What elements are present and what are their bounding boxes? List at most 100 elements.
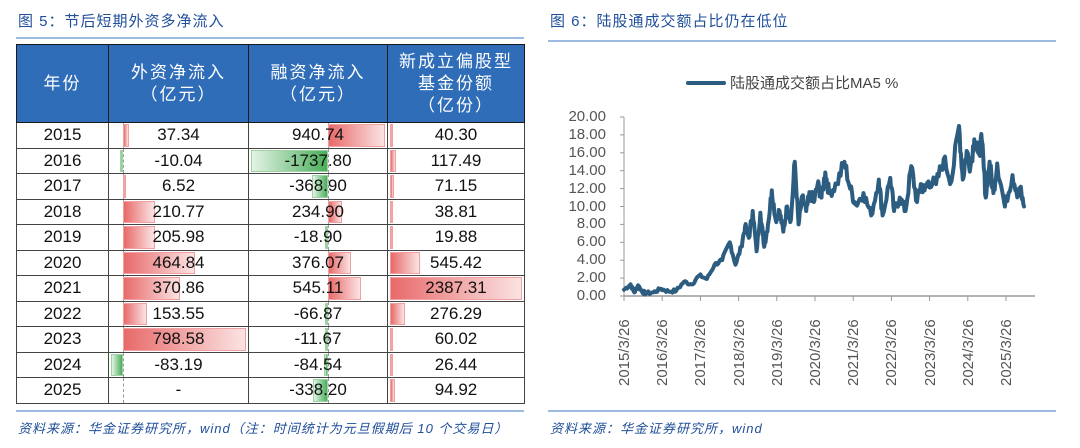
header-foreign-inflow: 外资净流入 （亿元） xyxy=(108,44,249,123)
y-tick-label: 18.00 xyxy=(568,125,606,143)
positive-data-bar xyxy=(390,379,396,402)
figure-6-title: 图 6：陆股通成交额占比仍在低位 xyxy=(550,13,789,30)
positive-data-bar xyxy=(390,353,393,376)
table-header-row: 年份 外资净流入 （亿元） 融资净流入 （亿元） 新成立偏股型 基金份额 （亿份… xyxy=(16,44,525,123)
table-row: 2020 464.84 376.07 545.42 xyxy=(16,249,525,276)
cell-year: 2024 xyxy=(16,351,109,378)
cell-year: 2022 xyxy=(16,300,109,327)
y-tick-label: 6.00 xyxy=(576,233,606,251)
cell-foreign: 205.98 xyxy=(108,224,249,251)
cell-foreign: 210.77 xyxy=(108,198,249,225)
positive-data-bar xyxy=(123,302,147,325)
cell-fund: 94.92 xyxy=(387,377,525,404)
positive-data-bar xyxy=(390,251,421,274)
table-row: 2019 205.98 -18.90 19.88 xyxy=(16,224,525,251)
bar-axis xyxy=(123,148,124,173)
cell-margin: -18.90 xyxy=(248,224,388,251)
x-tick-label: 2020/3/26 xyxy=(807,319,824,386)
cell-margin: 376.07 xyxy=(248,249,388,276)
cell-fund: 276.29 xyxy=(387,300,525,327)
cell-fund: 117.49 xyxy=(387,147,525,174)
cell-foreign: -83.19 xyxy=(108,351,249,378)
positive-data-bar xyxy=(328,277,362,300)
y-tick-label: 10.00 xyxy=(568,197,606,215)
chart-axes xyxy=(620,116,1035,301)
positive-data-bar xyxy=(328,124,385,147)
positive-data-bar xyxy=(123,251,195,274)
cell-fund: 545.42 xyxy=(387,249,525,276)
negative-data-bar xyxy=(120,149,123,172)
positive-data-bar xyxy=(390,328,394,351)
cell-margin: 545.11 xyxy=(248,275,388,302)
source-note-left: 资料来源：华金证券研究所，wind（注：时间统计为元旦假期后 10 个交易日） xyxy=(18,421,509,436)
x-tick-label: 2019/3/26 xyxy=(768,319,786,386)
table-row: 2017 6.52 -368.90 71.15 xyxy=(16,173,525,200)
x-tick-label: 2021/3/26 xyxy=(845,319,863,386)
bar-axis xyxy=(328,352,329,377)
data-table: 年份 外资净流入 （亿元） 融资净流入 （亿元） 新成立偏股型 基金份额 （亿份… xyxy=(16,44,525,404)
cell-foreign: -10.04 xyxy=(108,147,249,174)
cell-fund: 71.15 xyxy=(387,173,525,200)
y-tick-label: 20.00 xyxy=(568,108,606,125)
negative-data-bar xyxy=(325,328,328,351)
title-divider-right xyxy=(548,40,1056,42)
cell-foreign: 464.84 xyxy=(108,249,249,276)
bar-axis xyxy=(123,352,124,377)
cell-fund: 19.88 xyxy=(387,224,525,251)
cell-foreign: - xyxy=(108,377,249,404)
x-tick-label: 2015/3/26 xyxy=(616,319,633,386)
positive-data-bar xyxy=(390,277,522,300)
positive-data-bar xyxy=(390,200,393,223)
cell-fund: 38.81 xyxy=(387,198,525,225)
cell-year: 2016 xyxy=(16,147,109,174)
cell-margin: -338.20 xyxy=(248,377,388,404)
positive-data-bar xyxy=(123,175,126,198)
bar-axis xyxy=(328,301,329,326)
table-row: 2023 798.58 -11.67 60.02 xyxy=(16,326,525,353)
figure-5-title: 图 5：节后短期外资多净流入 xyxy=(18,13,225,30)
bar-axis xyxy=(328,225,329,250)
y-tick-label: 12.00 xyxy=(568,179,606,197)
negative-data-bar xyxy=(325,302,328,325)
positive-data-bar xyxy=(123,124,129,147)
cell-margin: -11.67 xyxy=(248,326,388,353)
x-tick-label: 2016/3/26 xyxy=(654,319,672,386)
cell-margin: 234.90 xyxy=(248,198,388,225)
negative-data-bar xyxy=(325,226,328,249)
header-year: 年份 xyxy=(16,44,109,123)
table-row: 2024 -83.19 -84.54 26.44 xyxy=(16,351,525,378)
positive-data-bar xyxy=(123,277,181,300)
x-tick-label: 2025/3/26 xyxy=(998,319,1015,386)
positive-data-bar xyxy=(123,226,155,249)
y-tick-label: 4.00 xyxy=(576,251,606,269)
y-tick-label: 0.00 xyxy=(576,287,606,304)
table-row: 2022 153.55 -66.87 276.29 xyxy=(16,300,525,327)
header-new-fund-shares: 新成立偏股型 基金份额 （亿份） xyxy=(387,44,525,123)
bar-axis xyxy=(123,378,124,403)
negative-data-bar xyxy=(251,149,328,172)
cell-year: 2021 xyxy=(16,275,109,302)
cell-foreign: 153.55 xyxy=(108,300,249,327)
cell-year: 2025 xyxy=(16,377,109,404)
cell-margin: -368.90 xyxy=(248,173,388,200)
bar-axis xyxy=(328,378,329,403)
table-row: 2015 37.34 940.74 40.30 xyxy=(16,122,525,149)
bar-axis xyxy=(328,148,329,173)
negative-data-bar xyxy=(311,175,328,198)
cell-foreign: 798.58 xyxy=(108,326,249,353)
cell-foreign: 370.86 xyxy=(108,275,249,302)
cell-year: 2017 xyxy=(16,173,109,200)
cell-year: 2019 xyxy=(16,224,109,251)
cell-fund: 40.30 xyxy=(387,122,525,149)
cell-fund: 2387.31 xyxy=(387,275,525,302)
y-tick-label: 14.00 xyxy=(568,161,606,179)
positive-data-bar xyxy=(328,251,351,274)
legend-line-icon xyxy=(686,80,726,85)
positive-data-bar xyxy=(123,200,156,223)
negative-data-bar xyxy=(111,353,123,376)
legend-label: 陆股通成交额占比MA5 % xyxy=(730,75,899,92)
title-divider xyxy=(16,37,524,39)
y-tick-label: 8.00 xyxy=(576,215,606,233)
table-row: 2016 -10.04 -1737.80 117.49 xyxy=(16,147,525,174)
bar-axis xyxy=(328,327,329,352)
